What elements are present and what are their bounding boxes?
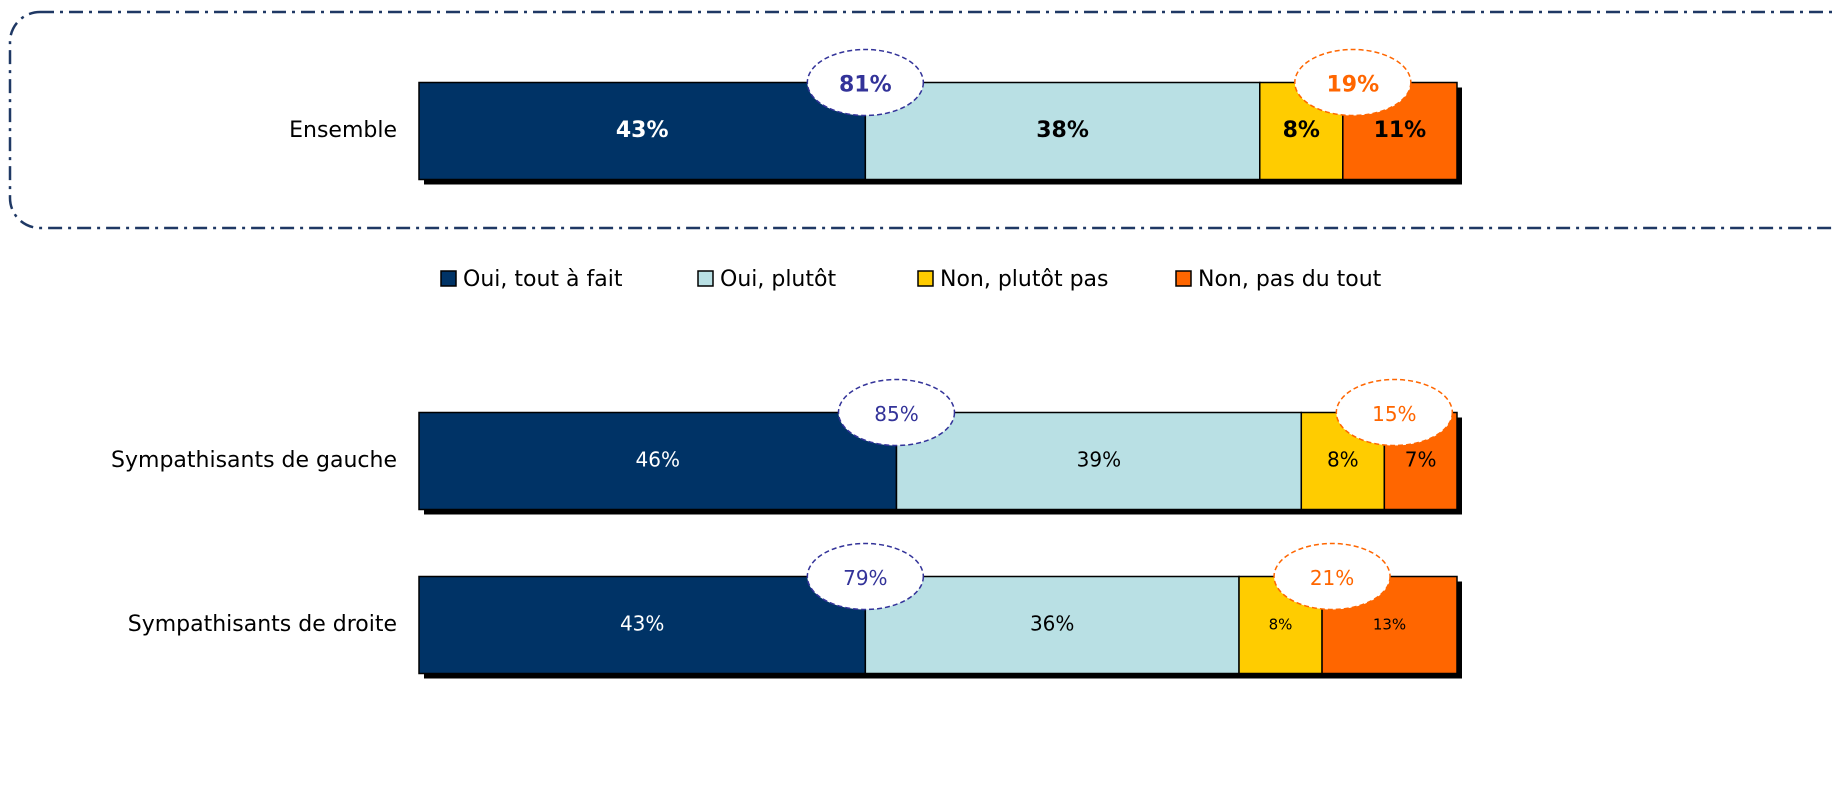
total-label: 85%: [874, 402, 918, 426]
legend-label: Non, plutôt pas: [940, 267, 1108, 292]
total-bubble: [1335, 378, 1454, 447]
legend-swatch: [440, 270, 457, 287]
value-label: 8%: [1327, 448, 1359, 472]
bar-segment: [418, 411, 898, 511]
total-bubble: [806, 48, 925, 117]
value-label: 46%: [636, 448, 680, 472]
value-label: 36%: [1030, 612, 1074, 636]
total-bubble: [1294, 48, 1412, 117]
category-label: Ensemble: [289, 118, 397, 143]
highlight-frame: [8, 10, 1834, 230]
total-bubble: [1273, 542, 1391, 611]
total-label: 15%: [1372, 402, 1416, 426]
legend-swatch: [917, 270, 934, 287]
total-label: 21%: [1310, 566, 1354, 590]
total-label: 79%: [843, 566, 887, 590]
value-label: 8%: [1283, 118, 1320, 143]
value-label: 39%: [1077, 448, 1121, 472]
total-label: 19%: [1326, 73, 1379, 98]
legend-swatch: [697, 270, 714, 287]
legend-label: Oui, plutôt: [720, 267, 836, 292]
value-label: 11%: [1374, 118, 1427, 143]
value-label: 13%: [1373, 616, 1406, 634]
category-label: Sympathisants de gauche: [111, 448, 397, 473]
value-label: 8%: [1269, 616, 1293, 634]
value-label: 43%: [616, 118, 669, 143]
bar-segment: [864, 81, 1261, 181]
value-label: 38%: [1036, 118, 1089, 143]
total-bubble: [837, 378, 956, 447]
legend-label: Non, pas du tout: [1198, 267, 1382, 292]
category-label: Sympathisants de droite: [128, 612, 397, 637]
legend-swatch: [1175, 270, 1192, 287]
total-label: 81%: [839, 73, 892, 98]
bar-segment: [895, 411, 1303, 511]
value-label: 43%: [620, 612, 664, 636]
legend-label: Oui, tout à fait: [463, 267, 623, 292]
value-label: 7%: [1405, 448, 1437, 472]
bar-segment: [418, 81, 867, 181]
bar-segment: [864, 575, 1240, 675]
total-bubble: [806, 542, 925, 611]
